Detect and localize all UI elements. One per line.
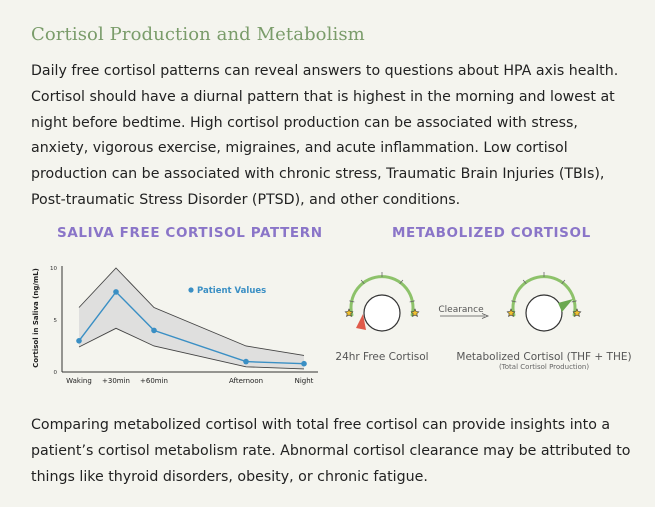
page-title: Cortisol Production and Metabolism bbox=[31, 24, 365, 45]
legend-label: Patient Values bbox=[197, 286, 266, 296]
gauge1-star-left bbox=[344, 308, 354, 318]
x-tick-label: +30min bbox=[102, 377, 130, 385]
data-point bbox=[243, 358, 249, 365]
closing-paragraph: Comparing metabolized cortisol with tota… bbox=[31, 417, 631, 485]
data-point bbox=[151, 327, 157, 334]
data-point bbox=[76, 338, 82, 344]
range-lower-line bbox=[78, 327, 305, 370]
x-tick-label: Afternoon bbox=[229, 377, 263, 385]
range-upper-line bbox=[78, 267, 305, 356]
saliva-section-label: SALIVA FREE CORTISOL PATTERN bbox=[57, 225, 323, 241]
gauge2-center bbox=[525, 294, 563, 332]
gauge-free-cortisol: 24hr Free Cortisol bbox=[335, 272, 429, 363]
cortisol-chart: Cortisol in Saliva (ng/mL) 0 5 10 Waking +3… bbox=[32, 266, 318, 385]
metabolized-section-label: METABOLIZED CORTISOL bbox=[392, 225, 591, 241]
gauge2-star-right bbox=[572, 308, 582, 318]
gauge2-star-left bbox=[506, 308, 516, 318]
y-tick-label: 10 bbox=[50, 266, 57, 272]
data-point bbox=[301, 360, 307, 367]
y-tick-label: 0 bbox=[54, 370, 58, 376]
x-tick-label: Waking bbox=[66, 377, 92, 385]
gauge1-star-right bbox=[410, 308, 420, 318]
data-point bbox=[113, 289, 119, 295]
gauge2-ticks bbox=[511, 272, 577, 303]
clearance-arrowhead bbox=[481, 313, 490, 319]
normal-range-band bbox=[79, 268, 304, 369]
gauge2-sublabel: (Total Cortisol Production) bbox=[499, 363, 589, 371]
gauge1-marker bbox=[356, 314, 366, 330]
gauge1-ticks bbox=[349, 272, 415, 303]
y-tick-label: 5 bbox=[54, 318, 58, 324]
clearance-label: Clearance bbox=[438, 305, 484, 315]
y-axis-label: Cortisol in Saliva (ng/mL) bbox=[32, 268, 40, 368]
gauge2-marker bbox=[558, 299, 573, 312]
gauge2-label: Metabolized Cortisol (THF + THE) bbox=[456, 351, 631, 363]
intro-paragraph: Daily free cortisol patterns can reveal … bbox=[31, 63, 619, 208]
gauge1-center bbox=[363, 294, 401, 332]
x-tick-label: Night bbox=[295, 377, 314, 385]
legend-marker bbox=[188, 287, 194, 293]
gauge-metabolized-cortisol: Metabolized Cortisol (THF + THE) (Total … bbox=[456, 272, 632, 371]
gauge1-label: 24hr Free Cortisol bbox=[335, 351, 428, 363]
x-tick-label: +60min bbox=[140, 377, 168, 385]
